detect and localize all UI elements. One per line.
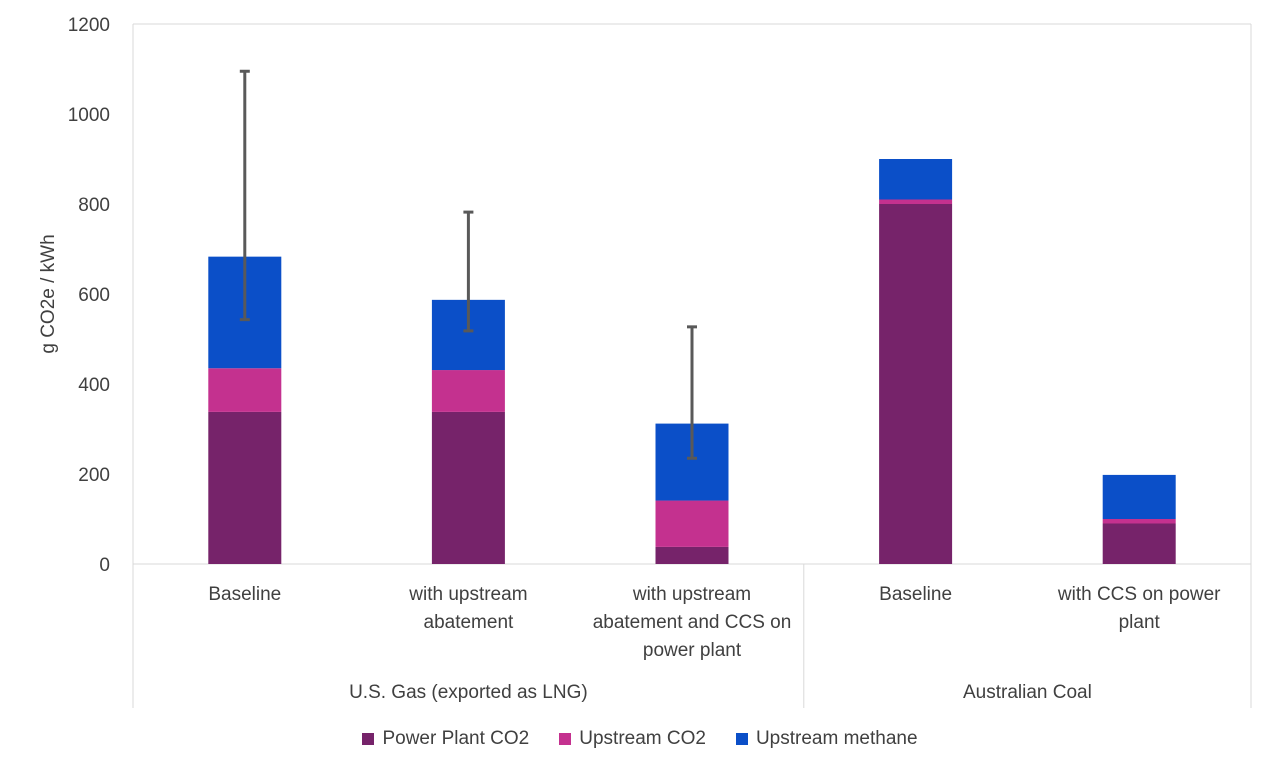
y-tick-label: 200 xyxy=(78,465,110,486)
bar-upstream-methane xyxy=(879,159,953,200)
bar-upstream-methane xyxy=(1102,474,1176,519)
x-tick-label: plant xyxy=(1119,612,1161,633)
bar-power-plant-co2 xyxy=(1102,523,1176,564)
bar-upstream-co2 xyxy=(1102,519,1176,524)
y-axis-title: g CO2e / kWh xyxy=(38,234,59,353)
legend-item: Upstream methane xyxy=(735,728,918,750)
axis-labels: U.S. Gas (exported as LNG) Australian Coa… xyxy=(38,15,1221,703)
bar-upstream-co2 xyxy=(879,199,953,204)
y-tick-label: 0 xyxy=(99,555,110,576)
bar-power-plant-co2 xyxy=(655,546,729,564)
legend-swatch xyxy=(559,733,572,745)
legend-item: Power Plant CO2 xyxy=(362,728,529,750)
y-tick-label: 400 xyxy=(78,375,110,396)
stacked-bar-chart: U.S. Gas (exported as LNG) Australian Coa… xyxy=(38,15,1252,708)
bar-power-plant-co2 xyxy=(208,411,282,564)
x-tick-label: abatement and CCS on xyxy=(593,612,792,633)
x-tick-label: abatement xyxy=(424,612,515,633)
group-label: U.S. Gas (exported as LNG) xyxy=(349,682,588,703)
legend-label: Upstream CO2 xyxy=(579,728,706,749)
y-tick-label: 1200 xyxy=(68,15,110,36)
legend: Power Plant CO2 Upstream CO2 Upstream meth… xyxy=(0,724,1280,754)
x-tick-label: with CCS on power xyxy=(1057,584,1221,605)
bar-upstream-co2 xyxy=(431,370,505,412)
y-tick-label: 800 xyxy=(78,195,110,216)
y-tick-label: 1000 xyxy=(68,105,110,126)
y-tick-label: 600 xyxy=(78,285,110,306)
legend-swatch xyxy=(362,733,375,745)
x-tick-label: Baseline xyxy=(208,584,281,605)
x-tick-label: with upstream xyxy=(632,584,751,605)
bar-power-plant-co2 xyxy=(879,204,953,564)
x-tick-label: with upstream xyxy=(408,584,527,605)
legend-item: Upstream CO2 xyxy=(559,728,706,750)
legend-swatch xyxy=(735,733,748,745)
bar-upstream-co2 xyxy=(208,368,282,412)
bar-power-plant-co2 xyxy=(431,411,505,564)
bar-upstream-co2 xyxy=(655,500,729,547)
legend-label: Power Plant CO2 xyxy=(382,728,530,749)
legend-label: Upstream methane xyxy=(755,728,918,749)
x-tick-label: power plant xyxy=(643,640,742,661)
x-tick-label: Baseline xyxy=(879,584,952,605)
error-bars xyxy=(239,69,697,460)
group-label: Australian Coal xyxy=(963,682,1092,703)
